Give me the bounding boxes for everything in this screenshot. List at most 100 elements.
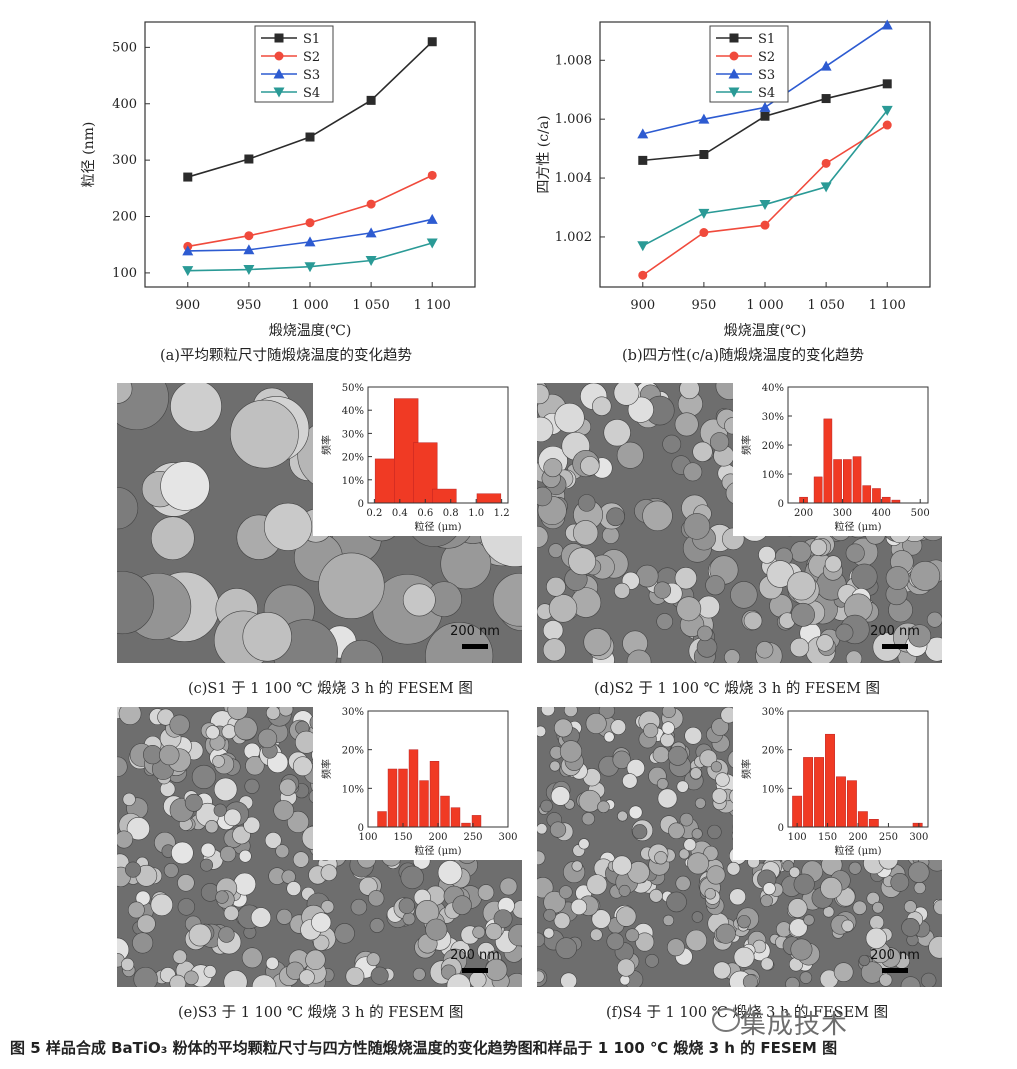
legend-marker-S4 — [728, 87, 740, 98]
sem-grain — [578, 789, 602, 813]
sem-grain — [666, 891, 687, 913]
sem-grain — [841, 919, 854, 932]
sem-grain — [132, 932, 154, 954]
sem-grain — [675, 875, 691, 891]
point-S3-950 — [243, 244, 255, 255]
sem-grain — [543, 908, 557, 922]
sem-grain — [885, 566, 910, 590]
sem-grain — [799, 971, 813, 984]
point-S1-900 — [638, 155, 648, 165]
y-tick-label: 10% — [762, 784, 784, 795]
y-tick-label: 40% — [762, 383, 784, 394]
sem-grain — [245, 755, 265, 776]
sem-grain — [425, 918, 448, 941]
bar-412.5 — [881, 496, 891, 504]
sem-grain — [602, 526, 620, 544]
sem-grain — [724, 649, 741, 663]
x-tick-label: 200 — [848, 832, 867, 843]
sem-grain — [537, 970, 545, 983]
bar-210 — [440, 795, 450, 828]
bar-312.5 — [842, 459, 852, 504]
sem-grain — [616, 906, 637, 927]
point-S4-900 — [182, 266, 194, 277]
x-tick-label: 300 — [498, 832, 517, 843]
sem-grain — [704, 888, 716, 900]
sem-grain — [706, 865, 726, 885]
sem-grain — [865, 927, 887, 949]
bar-387.5 — [872, 488, 881, 504]
scale-bar-s4: 200 nm — [860, 948, 930, 973]
sem-grain — [264, 502, 313, 551]
sem-grain — [250, 907, 272, 928]
sem-grain — [223, 808, 242, 827]
sem-grain — [890, 872, 910, 892]
point-S1-1 100 — [427, 37, 437, 47]
point-S3-900 — [637, 128, 649, 139]
sem-grain — [715, 923, 736, 944]
sem-grain — [597, 800, 610, 814]
sem-grain — [117, 486, 139, 530]
x-tick-label: 200 — [794, 508, 813, 519]
sem-grain — [845, 650, 863, 663]
legend-label-S2: S2 — [303, 50, 320, 65]
sem-grain — [661, 707, 676, 719]
legend-marker-S2 — [274, 51, 284, 61]
sem-grain — [550, 786, 571, 806]
y-tick-label: 20% — [762, 746, 784, 757]
y-tick-label: 10% — [342, 784, 364, 795]
sem-grain — [787, 898, 808, 918]
sem-grain — [265, 956, 279, 970]
sem-grain — [879, 973, 893, 987]
sem-grain — [657, 788, 678, 809]
sem-grain — [492, 573, 522, 627]
sem-grain — [560, 972, 578, 987]
sem-grain — [508, 923, 522, 947]
sem-grain — [150, 516, 195, 561]
point-S2-950 — [244, 231, 254, 241]
sem-grain — [687, 852, 709, 875]
y-tick-label: 10% — [762, 470, 784, 481]
bar-362.5 — [862, 485, 872, 504]
y-axis-label: 频率 — [320, 759, 333, 779]
sem-grain — [908, 624, 932, 648]
x-axis-label: 粒径 (μm) — [415, 844, 462, 857]
sem-grain — [852, 900, 867, 915]
sem-grain — [163, 862, 179, 878]
sem-grain — [590, 928, 603, 942]
sem-grain — [592, 396, 612, 416]
x-tick-label: 1 000 — [291, 298, 328, 313]
point-S1-1 100 — [882, 79, 892, 89]
sem-grain — [126, 816, 150, 841]
bar-208 — [857, 811, 868, 828]
sem-grain — [264, 831, 282, 849]
bar-240 — [461, 822, 471, 828]
sem-grain — [869, 915, 885, 930]
figure-title: 图 5 样品合成 BaTiO₃ 粉体的平均颗粒尺寸与四方性随煅烧温度的变化趋势图… — [10, 1039, 838, 1057]
point-S3-900 — [182, 245, 194, 256]
sem-grain — [662, 914, 675, 927]
bar-1.1 — [476, 493, 502, 504]
x-tick-label: 900 — [630, 298, 655, 313]
x-tick-label: 1.2 — [494, 508, 510, 519]
point-S1-1 000 — [305, 132, 315, 142]
sem-grain — [622, 773, 638, 789]
series-S2 — [183, 170, 437, 251]
sem-grain — [542, 638, 566, 662]
y-tick-label: 1.002 — [555, 230, 592, 245]
series-line-S2 — [187, 174, 433, 248]
sem-grain — [632, 824, 648, 840]
point-S1-900 — [183, 172, 193, 182]
sem-grain — [251, 974, 277, 987]
sem-grain — [121, 957, 135, 972]
x-tick-label: 200 — [428, 832, 447, 843]
bar-298 — [912, 822, 923, 828]
sem-grain — [910, 561, 941, 591]
sem-grain — [848, 861, 862, 875]
sem-grain — [318, 552, 385, 619]
point-S2-1 000 — [760, 220, 770, 230]
bar-135 — [387, 768, 398, 828]
legend-marker-S2 — [729, 51, 739, 61]
bar-120 — [377, 811, 387, 828]
sem-grain — [493, 909, 513, 929]
sem-grain — [737, 914, 751, 929]
